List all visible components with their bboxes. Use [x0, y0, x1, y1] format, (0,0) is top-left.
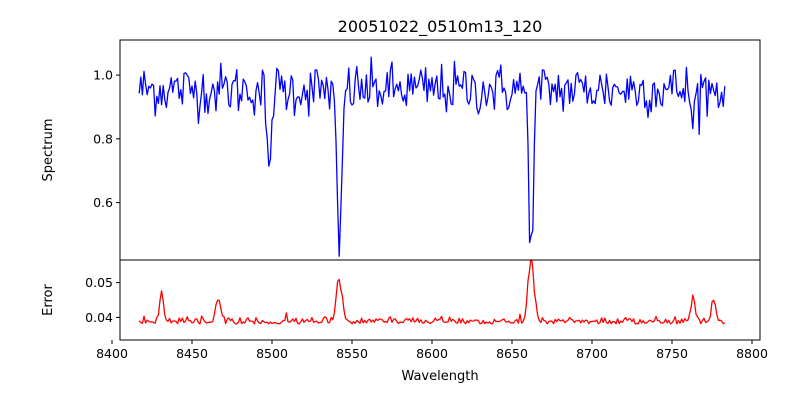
spectrum-plot-area	[120, 40, 760, 260]
x-tick-label: 8500	[256, 346, 288, 361]
x-tick-label: 8650	[496, 346, 528, 361]
error-y-label: Error	[41, 284, 56, 316]
error-plot-area	[120, 260, 760, 340]
x-tick-label: 8600	[416, 346, 448, 361]
spectrum-y-label: Spectrum	[41, 119, 56, 182]
spectrum-series-line	[138, 56, 726, 257]
x-tick-label: 8450	[176, 346, 208, 361]
x-tick-label: 8800	[736, 346, 768, 361]
spectrum-y-tick-label: 1.0	[93, 68, 113, 83]
x-tick-label: 8400	[96, 346, 128, 361]
x-tick-label: 8550	[336, 346, 368, 361]
x-ticks: 8400 8450 8500 8550 8600 8650 8700 8750 8800	[96, 340, 768, 361]
x-tick-label: 8750	[656, 346, 688, 361]
x-tick-label: 8700	[576, 346, 608, 361]
spectrum-y-tick-label: 0.6	[93, 195, 113, 210]
spectrum-y-ticks: 0.6 0.8 1.0	[93, 68, 120, 210]
error-frame	[119, 259, 761, 341]
error-y-tick-label: 0.05	[85, 275, 113, 290]
chart-title: 20051022_0510m13_120	[338, 17, 543, 37]
error-y-ticks: 0.04 0.05	[85, 275, 120, 325]
error-panel: 0.04 0.05 8400 8450 8500 8550 8600 8650 8700 875…	[41, 259, 768, 384]
spectrum-panel: 0.6 0.8 1.0 Spectrum	[41, 39, 761, 261]
error-series-line	[138, 260, 726, 325]
spectrum-y-tick-label: 0.8	[93, 131, 113, 146]
x-axis-label: Wavelength	[401, 369, 478, 384]
error-y-tick-label: 0.04	[85, 310, 113, 325]
